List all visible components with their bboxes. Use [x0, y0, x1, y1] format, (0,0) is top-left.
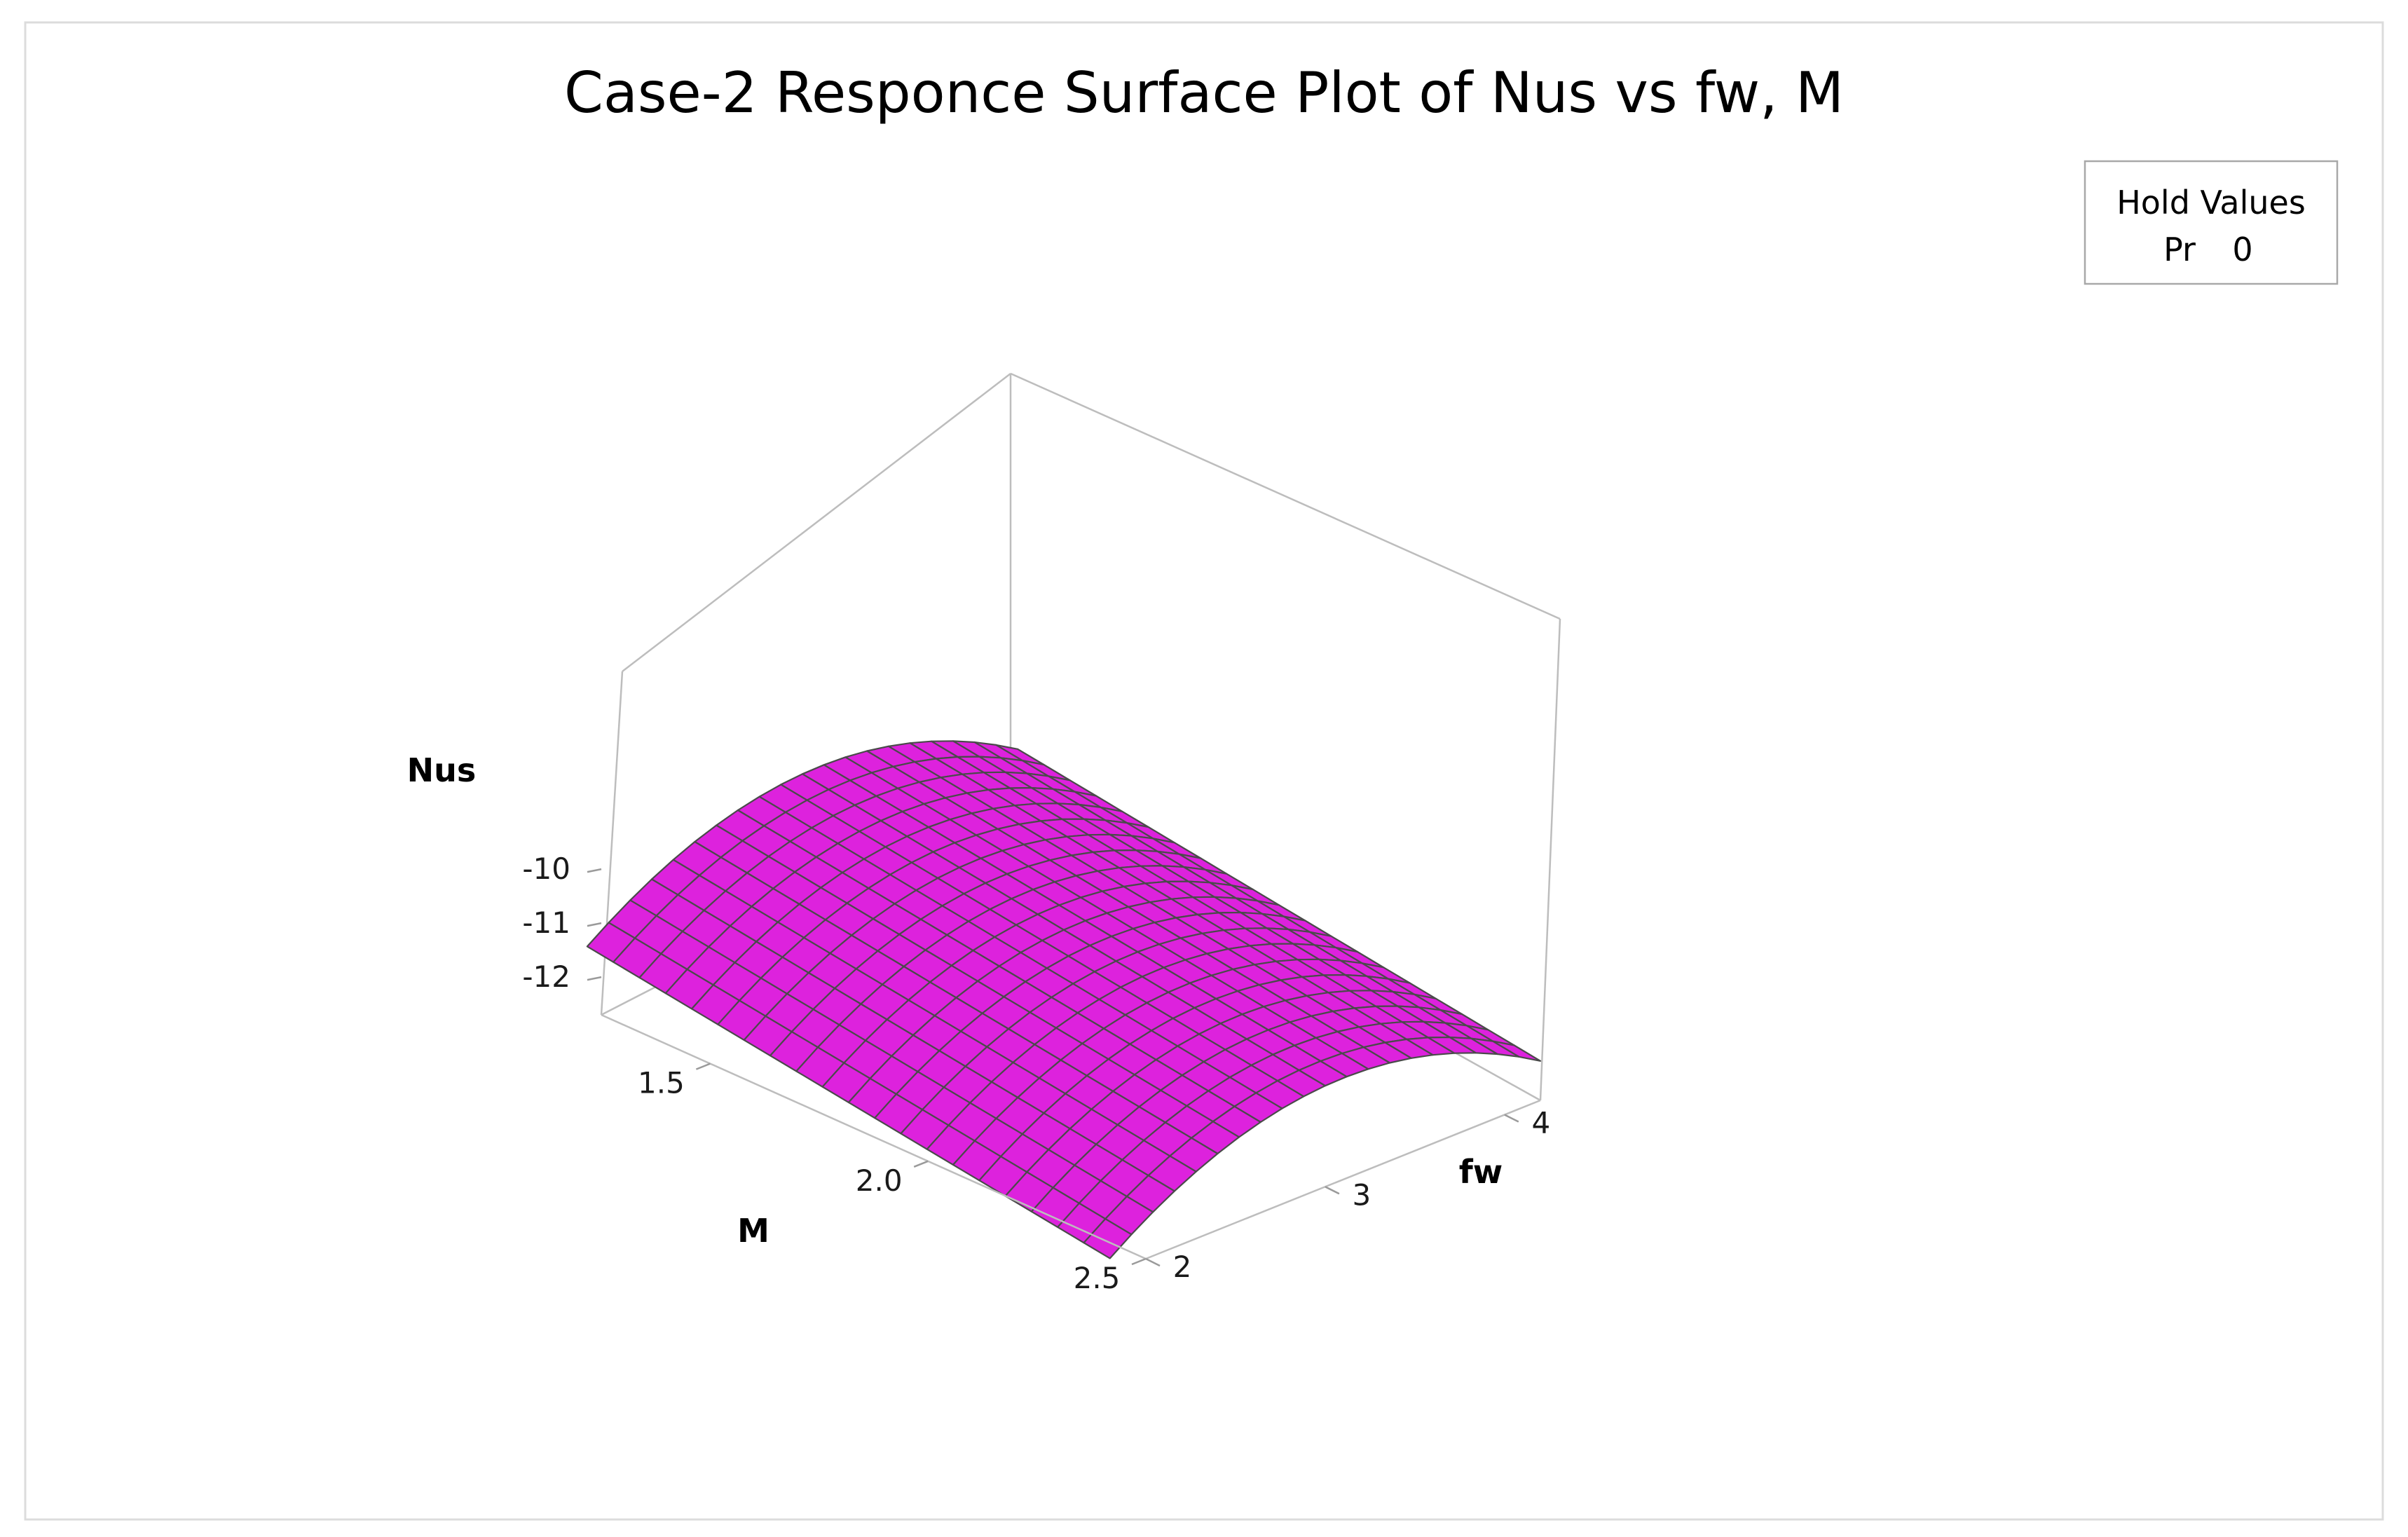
back-top-edge-left	[622, 373, 1011, 672]
fw-tick-label: 3	[1353, 1177, 1371, 1212]
m-tick-label: 1.5	[638, 1066, 685, 1100]
surface-mesh	[586, 740, 1542, 1259]
front-floor-edge-m	[601, 1013, 1147, 1260]
hold-values-frame	[2084, 160, 2339, 285]
fw-tick-label: 4	[1531, 1106, 1550, 1140]
nus-tick-label: -10	[522, 852, 570, 886]
nus-tick	[587, 868, 602, 873]
hold-values-name: Pr	[2163, 231, 2196, 268]
chart-title: Case-2 Responce Surface Plot of Nus vs f…	[564, 60, 1844, 125]
surface-patch	[1083, 1217, 1133, 1259]
fw-tick	[1145, 1257, 1161, 1267]
hold-values-title: Hold Values	[2116, 184, 2306, 221]
fw-tick	[1325, 1186, 1340, 1195]
nus-tick-label: -12	[522, 959, 570, 994]
hold-values-value: 0	[2232, 231, 2252, 268]
m-axis-label: M	[737, 1212, 769, 1250]
fw-tick	[1504, 1114, 1519, 1123]
axis-ticks: 2 3 4 1.5 2.0 2.5 -10 -11 -12	[522, 852, 1550, 1295]
fw-axis-label: fw	[1459, 1153, 1503, 1191]
m-tick	[695, 1063, 711, 1070]
hold-values-box: Hold Values Pr 0	[2084, 160, 2339, 285]
nus-tick	[587, 922, 602, 927]
nus-tick	[587, 976, 602, 981]
fw-tick-label: 2	[1173, 1250, 1192, 1284]
front-floor-edge-fw	[1145, 1099, 1541, 1260]
nus-tick-label: -11	[522, 906, 570, 940]
m-tick-label: 2.0	[856, 1163, 903, 1198]
plot-box-front	[601, 1013, 1541, 1260]
right-vertical-edge	[1539, 618, 1561, 1101]
chart-border	[24, 21, 2384, 1521]
m-tick-label: 2.5	[1074, 1261, 1121, 1295]
back-top-edge-right	[1010, 372, 1561, 620]
m-tick	[913, 1160, 929, 1168]
m-tick	[1131, 1257, 1147, 1266]
z-axis-label: Nus	[407, 751, 477, 789]
